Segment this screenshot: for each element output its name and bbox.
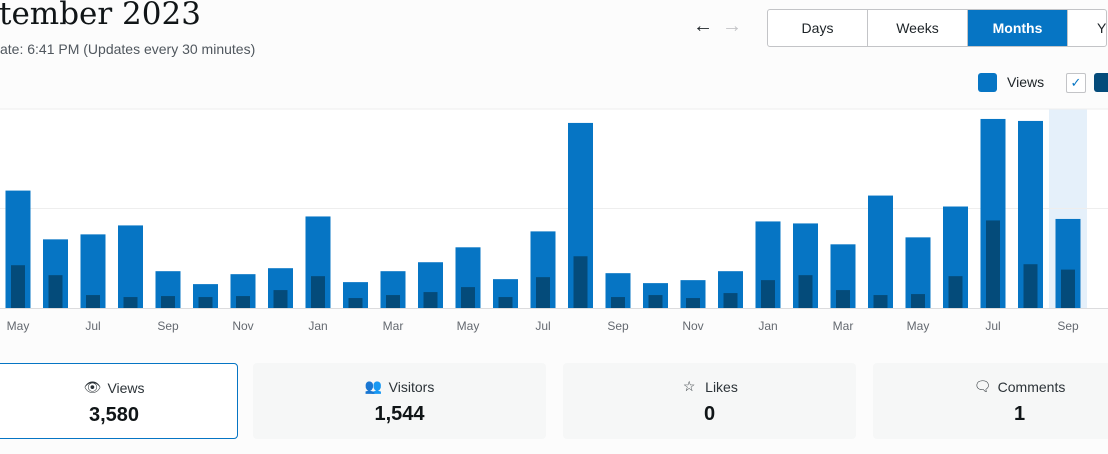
visitors-bar [686, 298, 700, 308]
x-tick-label: Jul [985, 319, 1000, 333]
x-tick-label: Sep [157, 319, 179, 333]
arrow-right-icon[interactable]: → [722, 15, 742, 37]
x-tick-label: May [7, 319, 30, 333]
visitors-bar [536, 277, 550, 308]
last-update-text: ate: 6:41 PM (Updates every 30 minutes) [0, 41, 256, 57]
period-days-button[interactable]: Days [768, 10, 868, 46]
visitors-bar [723, 293, 738, 308]
visitors-bar [273, 290, 288, 308]
x-tick-label: Mar [383, 319, 404, 333]
period-months-button[interactable]: Months [968, 10, 1068, 46]
x-tick-label: May [907, 319, 930, 333]
card-views-label: Views [107, 379, 145, 396]
visitors-bar [311, 276, 325, 308]
x-tick-label: Nov [232, 319, 253, 333]
x-tick-label: Sep [607, 319, 629, 333]
card-visitors-value: 1,544 [374, 403, 425, 425]
visitors-bar [123, 297, 138, 308]
visitors-bar [948, 276, 963, 308]
comment-icon: 🗨 [973, 378, 992, 394]
visitors-bar [423, 292, 438, 308]
visitors-bar [161, 296, 175, 308]
visitors-bar [11, 265, 25, 308]
visitors-bar [611, 297, 625, 308]
eye-icon: 👁 [83, 379, 102, 395]
card-comments-value: 1 [1013, 403, 1026, 425]
period-selector: Days Weeks Months Y [767, 9, 1107, 47]
card-likes[interactable]: ☆ Likes 0 [563, 363, 856, 439]
legend-views-swatch [978, 73, 997, 92]
visitors-bar [498, 297, 513, 308]
visitors-bar [798, 275, 813, 308]
stats-bar-chart: May Jul Sep Nov Jan Mar May Jul Sep Nov Jan Mar May J… [0, 108, 1108, 333]
period-years-button[interactable]: Y [1097, 20, 1106, 36]
x-tick-label: Nov [682, 319, 703, 333]
x-tick-label: Sep [1057, 319, 1079, 333]
views-bar [118, 225, 143, 308]
views-bar [868, 195, 893, 308]
x-tick-label: Jan [758, 319, 777, 333]
visitors-bar [198, 297, 213, 308]
x-tick-label: Jul [535, 319, 550, 333]
visitors-bar [986, 220, 1000, 308]
visitors-bar [1061, 269, 1075, 308]
visitors-bar [461, 287, 475, 308]
legend-visitors-checkbox[interactable]: ✓ [1066, 73, 1086, 93]
card-visitors-label: Visitors [388, 378, 435, 395]
card-visitors[interactable]: 👥 Visitors 1,544 [253, 363, 546, 439]
visitors-bar [761, 280, 775, 308]
x-tick-label: May [457, 319, 480, 333]
card-likes-label: Likes [705, 378, 738, 395]
visitors-bar [1023, 264, 1038, 308]
visitors-bar [386, 295, 400, 308]
visitors-bar [348, 298, 363, 308]
card-views[interactable]: 👁 Views 3,580 [0, 363, 238, 439]
x-tick-label: Jan [308, 319, 327, 333]
visitors-bar [573, 256, 588, 308]
visitors-bar [648, 295, 663, 308]
x-tick-label: Mar [833, 319, 854, 333]
visitors-bar [836, 290, 850, 308]
visitors-bar [873, 295, 888, 308]
visitors-bar [48, 275, 63, 308]
legend-visitors-swatch [1094, 73, 1108, 92]
star-icon: ☆ [682, 378, 696, 394]
card-views-value: 3,580 [88, 404, 140, 426]
visitors-bar [236, 296, 250, 308]
visitors-bar [911, 294, 925, 308]
visitors-bar [86, 295, 100, 308]
card-likes-value: 0 [703, 403, 716, 425]
legend-views-label: Views [1007, 74, 1045, 90]
page-title: tember 2023 [0, 0, 201, 32]
card-comments[interactable]: 🗨 Comments 1 [873, 363, 1108, 439]
arrow-left-icon[interactable]: ← [693, 15, 713, 37]
card-comments-label: Comments [997, 378, 1066, 395]
x-tick-label: Jul [85, 319, 100, 333]
people-icon: 👥 [364, 378, 383, 394]
period-weeks-button[interactable]: Weeks [868, 10, 968, 46]
